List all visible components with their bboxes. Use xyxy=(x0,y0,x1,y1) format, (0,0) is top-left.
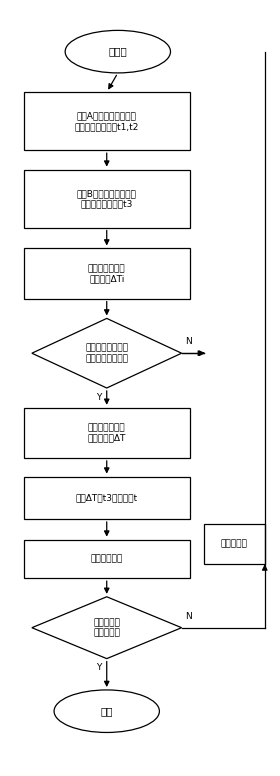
Text: 查找A端数据中入射波与
反射波对应的时间t1,t2: 查找A端数据中入射波与 反射波对应的时间t1,t2 xyxy=(74,112,139,131)
Bar xyxy=(24,92,190,151)
Text: 结束: 结束 xyxy=(101,706,113,716)
Text: Y: Y xyxy=(96,393,101,402)
Bar xyxy=(24,539,190,578)
Text: 某一电压等级下的
数据是否分析完毕: 某一电压等级下的 数据是否分析完毕 xyxy=(85,344,128,363)
Text: N: N xyxy=(185,611,192,621)
Text: 测试数据是
否分析完毕: 测试数据是 否分析完毕 xyxy=(93,618,120,637)
Bar xyxy=(24,170,190,227)
Text: 初始化: 初始化 xyxy=(108,47,127,57)
Bar xyxy=(24,248,190,299)
Text: 利用ΔT和t3确定时间t: 利用ΔT和t3确定时间t xyxy=(76,494,138,502)
Text: N: N xyxy=(185,337,192,346)
Ellipse shape xyxy=(65,30,171,73)
Bar xyxy=(204,524,265,564)
Text: 某一电压等级下
的时间位移ΔT: 某一电压等级下 的时间位移ΔT xyxy=(88,423,126,442)
Text: Y: Y xyxy=(96,663,101,673)
Text: 下一组数据: 下一组数据 xyxy=(221,539,248,549)
Ellipse shape xyxy=(54,690,159,733)
Polygon shape xyxy=(32,597,182,659)
Text: 计算故障位置: 计算故障位置 xyxy=(91,554,123,563)
Bar xyxy=(24,407,190,458)
Text: 查找B端数据中与上述波
波匹配的脉冲时间t3: 查找B端数据中与上述波 波匹配的脉冲时间t3 xyxy=(77,189,137,208)
Polygon shape xyxy=(32,318,182,388)
Text: 单个局放脉冲的
时间位移ΔTi: 单个局放脉冲的 时间位移ΔTi xyxy=(88,264,125,283)
Bar xyxy=(24,476,190,519)
